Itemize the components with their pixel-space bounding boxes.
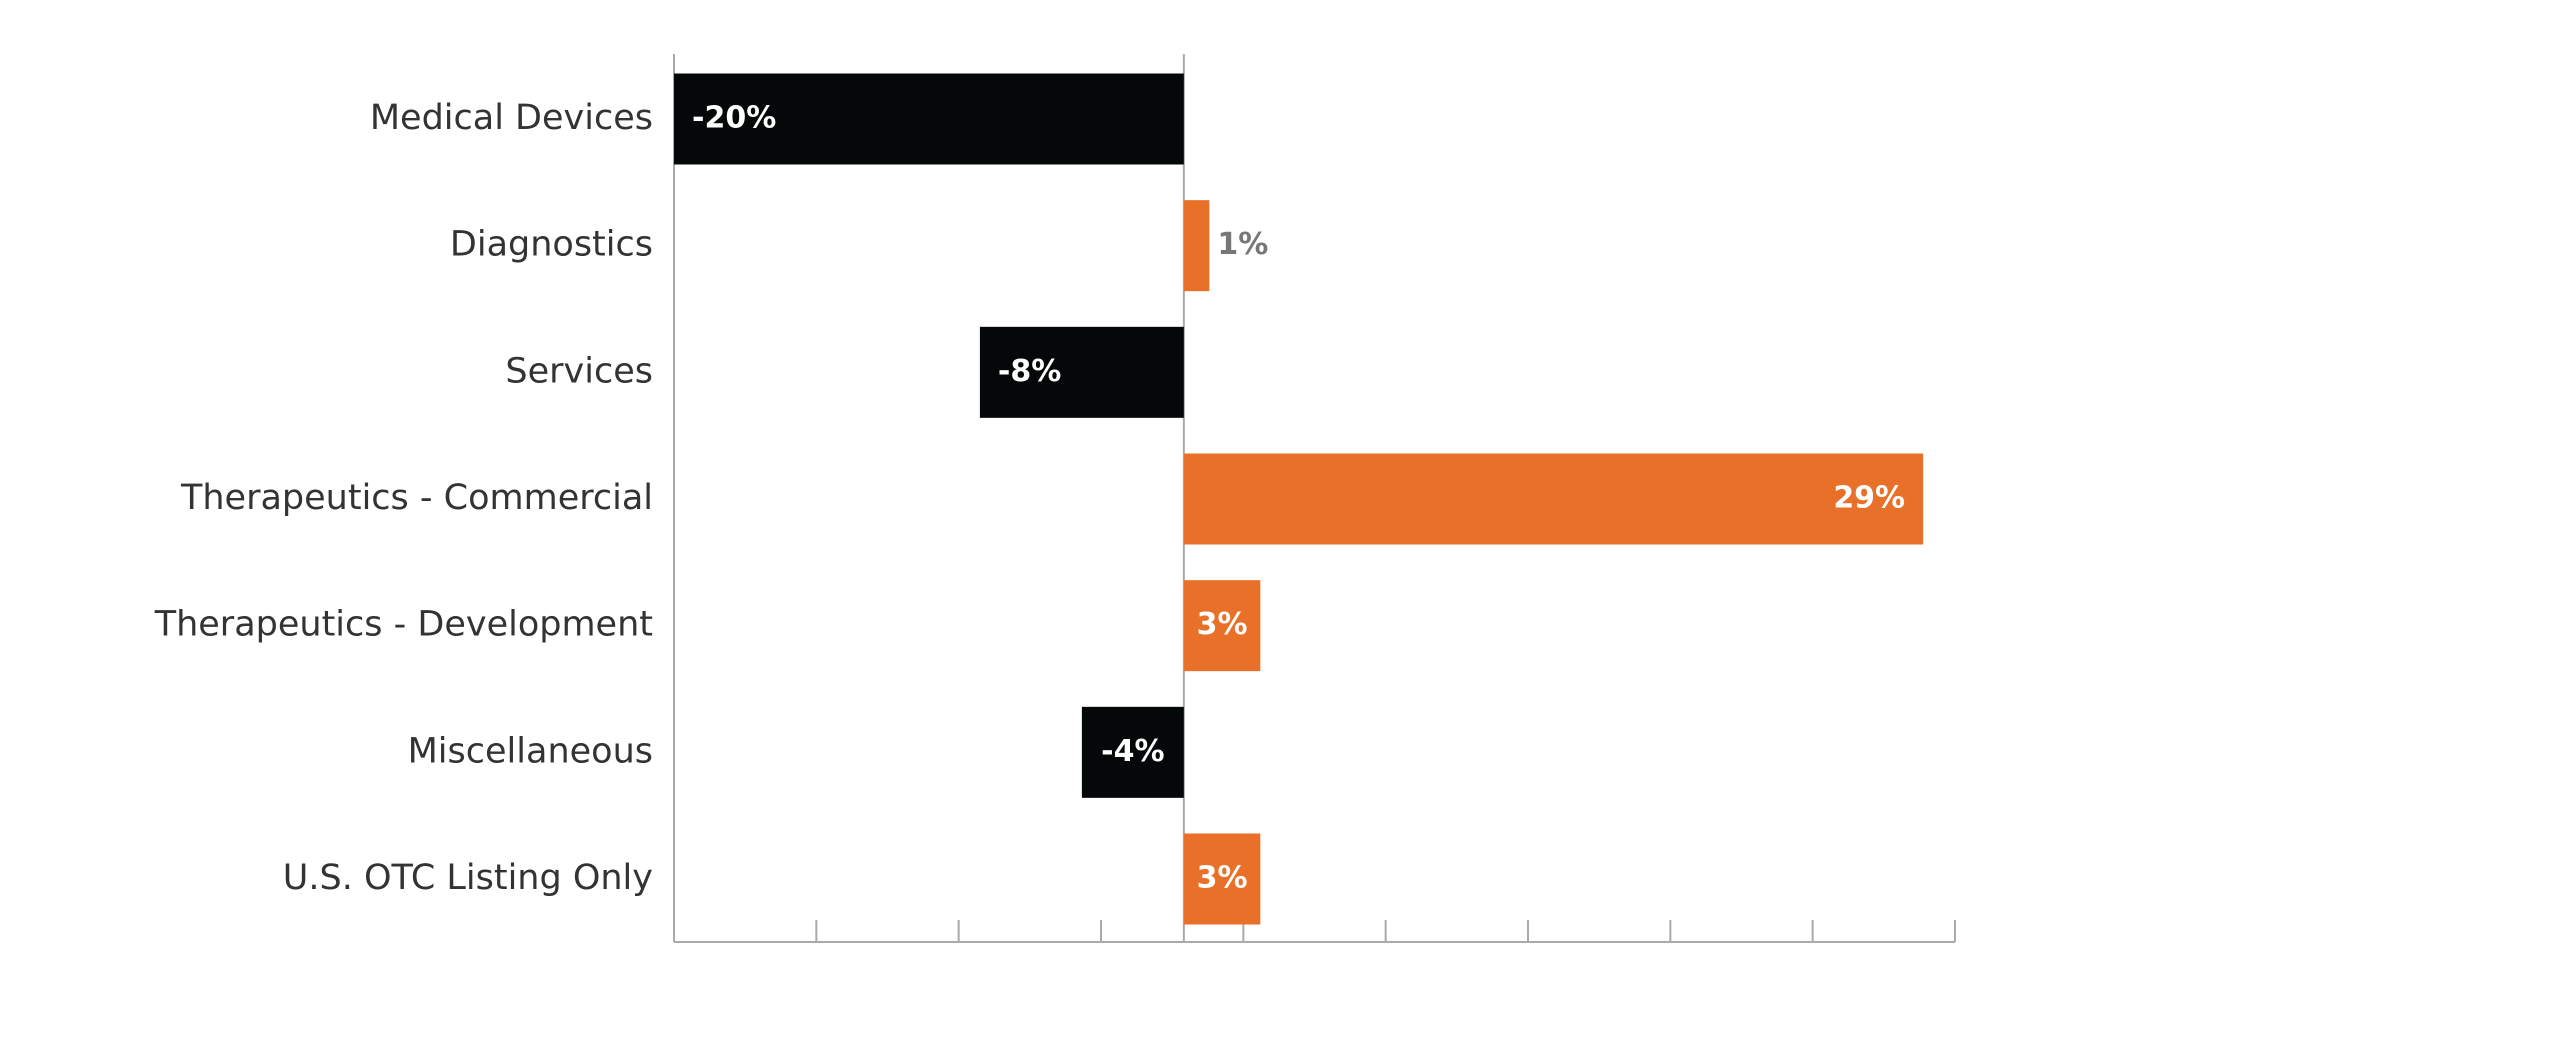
y-tick-label: Medical Devices xyxy=(370,98,653,138)
value-label: 29% xyxy=(1833,481,1905,516)
bar xyxy=(674,73,1184,165)
value-label: 1% xyxy=(1217,227,1268,262)
bar xyxy=(1183,580,1261,672)
value-label: -4% xyxy=(1101,734,1164,769)
y-tick-label: Therapeutics - Development xyxy=(154,605,653,645)
y-tick-label: Miscellaneous xyxy=(408,731,653,771)
value-label: -20% xyxy=(692,101,776,136)
y-tick-label: Services xyxy=(505,351,653,391)
value-label: -8% xyxy=(998,354,1061,389)
value-label: 3% xyxy=(1197,861,1248,896)
value-label: 3% xyxy=(1197,607,1248,642)
bar xyxy=(1183,453,1924,545)
bar xyxy=(1183,833,1261,925)
bar xyxy=(1183,200,1210,292)
y-tick-label: Therapeutics - Commercial xyxy=(180,478,653,518)
bar xyxy=(979,326,1184,418)
y-tick-label: Diagnostics xyxy=(450,225,653,265)
bar xyxy=(1081,706,1184,798)
y-tick-label: U.S. OTC Listing Only xyxy=(283,858,653,898)
